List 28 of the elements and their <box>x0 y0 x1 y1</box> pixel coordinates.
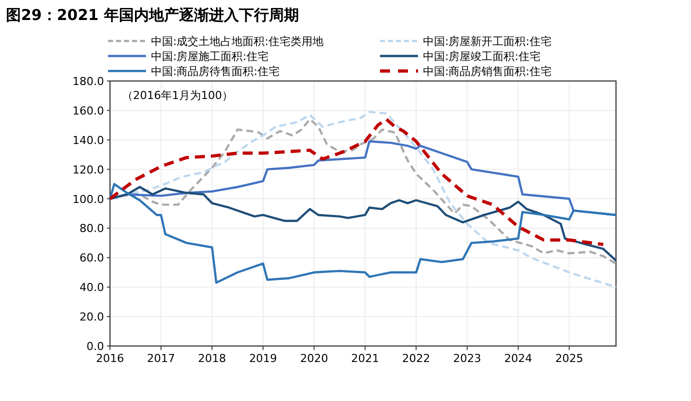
x-tick-label: 2019 <box>249 352 278 365</box>
x-tick-label: 2024 <box>504 352 532 365</box>
y-tick-label: 140.0 <box>72 134 104 147</box>
x-tick-label: 2016 <box>96 352 124 365</box>
legend-label: 中国:成交土地占地面积:住宅类用地 <box>151 35 324 48</box>
x-tick-label: 2020 <box>300 352 328 365</box>
annotation: （2016年1月为100） <box>122 89 233 102</box>
legend-label: 中国:商品房销售面积:住宅 <box>423 65 552 78</box>
title: 图29：2021 年国内地产逐渐进入下行周期 <box>6 6 299 24</box>
y-tick-label: 20.0 <box>80 310 104 324</box>
x-tick-label: 2025 <box>555 352 584 365</box>
y-tick-label: 120.0 <box>72 163 104 176</box>
y-tick-label: 40.0 <box>80 281 104 294</box>
x-tick-label: 2017 <box>147 352 176 365</box>
y-tick-label: 160.0 <box>72 104 104 118</box>
legend-label: 中国:房屋施工面积:住宅 <box>151 50 268 63</box>
y-tick-label: 60.0 <box>80 252 104 265</box>
x-tick-label: 2018 <box>198 352 226 365</box>
legend-label: 中国:房屋竣工面积:住宅 <box>423 50 540 63</box>
y-tick-label: 180.0 <box>72 75 104 88</box>
y-tick-label: 80.0 <box>80 222 104 236</box>
legend-label: 中国:房屋新开工面积:住宅 <box>423 35 552 48</box>
x-tick-label: 2022 <box>402 352 430 365</box>
y-tick-label: 100.0 <box>72 192 104 206</box>
x-tick-label: 2023 <box>453 352 482 365</box>
x-tick-label: 2021 <box>351 352 380 365</box>
legend-label: 中国:商品房待售面积:住宅 <box>151 65 280 78</box>
y-tick-label: 0.0 <box>86 340 104 353</box>
